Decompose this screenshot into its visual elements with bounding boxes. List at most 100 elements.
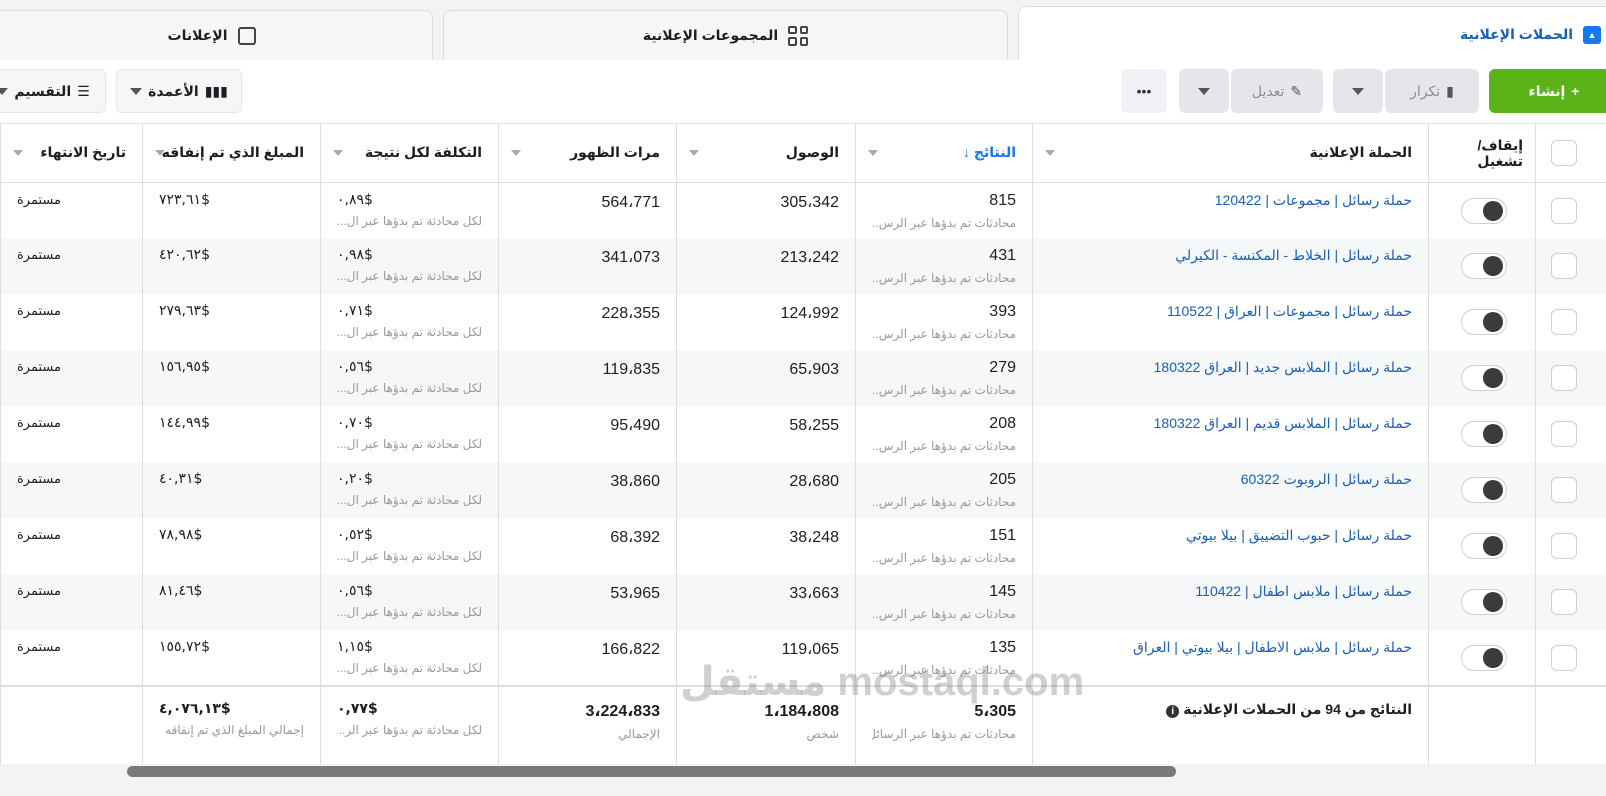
tab-adsets[interactable]: المجموعات الإعلانية	[443, 10, 1008, 60]
row-checkbox[interactable]	[1550, 477, 1577, 503]
spent-value: ١٥٦,٩٥$	[159, 359, 210, 375]
edit-button[interactable]: ✎ تعديل	[1231, 69, 1323, 113]
campaign-toggle[interactable]	[1461, 421, 1507, 447]
campaign-toggle[interactable]	[1461, 645, 1507, 671]
row-checkbox[interactable]	[1550, 197, 1577, 224]
campaign-link[interactable]: حملة رسائل | الملابس قديم | العراق 18032…	[1153, 415, 1412, 431]
campaign-folder-icon: ▲	[1583, 25, 1601, 44]
campaign-link[interactable]: حملة رسائل | الروبوت 60322	[1240, 471, 1412, 487]
totals-spent: ٤,٠٧٦,١٣$ إجمالي المبلغ الذي تم إنفاقه	[142, 685, 321, 764]
duplicate-dropdown[interactable]	[1333, 69, 1383, 113]
campaign-link[interactable]: حملة رسائل | مجموعات | العراق | 110522	[1166, 303, 1412, 319]
cost-sub: لكل محادثة تم بدؤها عبر ال...	[337, 269, 482, 283]
campaign-link[interactable]: حملة رسائل | مجموعات | 120422	[1214, 191, 1412, 208]
duplicate-button[interactable]: ▮ تكرار	[1385, 69, 1479, 113]
totals-label: النتائج من 94 من الحملات الإعلانية	[1183, 701, 1412, 717]
header-campaign[interactable]: الحملة الإعلانية	[1032, 124, 1429, 183]
cost-cell: ١,١٥$ لكل محادثة تم بدؤها عبر ال...	[320, 630, 499, 686]
campaign-name-cell: حملة رسائل | حبوب التضييق | بيلا بيوتي	[1032, 518, 1429, 574]
create-button[interactable]: + إنشاء	[1489, 69, 1606, 113]
campaign-link[interactable]: حملة رسائل | الملابس جديد | العراق 18032…	[1153, 359, 1412, 375]
row-checkbox[interactable]	[1550, 421, 1577, 447]
row-select-cell	[1535, 182, 1606, 238]
select-all-checkbox[interactable]	[1550, 139, 1577, 166]
results-sub: محادثات تم بدؤها عبر الرس...	[872, 383, 1016, 397]
campaign-toggle[interactable]	[1461, 197, 1507, 224]
campaign-link[interactable]: حملة رسائل | حبوب التضييق | بيلا بيوتي	[1186, 527, 1412, 543]
header-spent[interactable]: المبلغ الذي تم إنفاقه	[142, 124, 321, 183]
toolbar: + إنشاء ▮ تكرار ✎ تعديل ••• ▮▮▮ الأعمدة ☰ الت…	[0, 60, 1606, 124]
results-value: 135	[989, 639, 1016, 656]
duplicate-label: تكرار	[1410, 82, 1441, 99]
header-results[interactable]: النتائج ↓	[855, 124, 1033, 183]
row-checkbox[interactable]	[1550, 645, 1577, 671]
row-checkbox[interactable]	[1550, 365, 1577, 391]
row-checkbox[interactable]	[1550, 253, 1577, 279]
results-value: 815	[989, 191, 1016, 209]
caret-down-icon	[155, 150, 165, 156]
results-cell: 431 محادثات تم بدؤها عبر الرس...	[855, 238, 1033, 294]
row-checkbox[interactable]	[1550, 589, 1577, 615]
totals-results-sub: محادثات تم بدؤها عبر الرسائل	[872, 727, 1016, 741]
cost-cell: ٠,٥٦$ لكل محادثة تم بدؤها عبر ال...	[320, 574, 499, 630]
tab-label: الإعلانات	[167, 27, 228, 43]
end-cell: مستمرة	[0, 182, 143, 238]
end-cell: مستمرة	[0, 518, 143, 574]
campaign-toggle[interactable]	[1461, 477, 1507, 503]
select-all-header[interactable]	[1535, 124, 1606, 183]
toggle-cell	[1428, 294, 1536, 350]
campaign-link[interactable]: حملة رسائل | ملابس اطفال | 110422	[1195, 583, 1412, 599]
spent-value: ٨١,٤٦$	[159, 583, 203, 599]
row-checkbox[interactable]	[1550, 533, 1577, 559]
campaign-toggle[interactable]	[1461, 365, 1507, 391]
toggle-cell	[1428, 518, 1536, 574]
header-impressions[interactable]: مرات الظهور	[498, 124, 677, 183]
results-cell: 145 محادثات تم بدؤها عبر الرس...	[855, 574, 1033, 630]
more-icon: •••	[1136, 83, 1152, 99]
results-sub: محادثات تم بدؤها عبر الرس...	[872, 663, 1016, 677]
spent-cell: ٢٧٩,٦٣$	[142, 294, 321, 350]
cost-cell: ٠,٥٢$ لكل محادثة تم بدؤها عبر ال...	[320, 518, 499, 574]
table-row: حملة رسائل | الخلاط - المكنسة - الكيرلي …	[0, 238, 1606, 294]
row-select-cell	[1535, 406, 1606, 462]
campaign-toggle[interactable]	[1461, 309, 1507, 335]
cost-sub: لكل محادثة تم بدؤها عبر ال...	[337, 549, 482, 563]
campaign-toggle[interactable]	[1461, 589, 1507, 615]
header-cost[interactable]: التكلفة لكل نتيجة	[320, 124, 499, 183]
breakdown-button[interactable]: ☰ التقسيم	[0, 69, 106, 113]
toggle-cell	[1428, 182, 1536, 238]
end-value: مستمرة	[17, 191, 61, 207]
results-sub: محادثات تم بدؤها عبر الرس...	[872, 439, 1016, 453]
header-end[interactable]: تاريخ الانتهاء	[0, 124, 143, 183]
info-icon[interactable]: i	[1166, 705, 1180, 718]
header-reach[interactable]: الوصول	[676, 124, 856, 183]
reach-cell: 213،242	[676, 238, 856, 294]
level-tabs: ▲ الحملات الإعلانية المجموعات الإعلانية …	[0, 0, 1606, 62]
more-button[interactable]: •••	[1121, 69, 1167, 113]
reach-value: 38،248	[789, 529, 839, 546]
tab-campaigns[interactable]: ▲ الحملات الإعلانية	[1018, 6, 1606, 62]
campaign-toggle[interactable]	[1461, 533, 1507, 559]
tab-ads[interactable]: الإعلانات	[0, 10, 433, 60]
edit-dropdown[interactable]	[1179, 69, 1229, 113]
results-sub: محادثات تم بدؤها عبر الرس...	[872, 215, 1016, 230]
row-checkbox[interactable]	[1550, 309, 1577, 335]
foot-empty	[1428, 685, 1536, 764]
tab-label: المجموعات الإعلانية	[642, 27, 779, 43]
toggle-cell	[1428, 574, 1536, 630]
spent-cell: ١٥٦,٩٥$	[142, 350, 321, 406]
header-toggle: إيقاف/ تشغيل	[1428, 124, 1536, 183]
campaign-link[interactable]: حملة رسائل | ملابس الاطفال | بيلا بيوتي …	[1133, 639, 1412, 655]
campaign-toggle[interactable]	[1461, 253, 1507, 279]
columns-button[interactable]: ▮▮▮ الأعمدة	[116, 69, 242, 113]
horizontal-scrollbar[interactable]	[127, 766, 1176, 777]
toggle-cell	[1428, 350, 1536, 406]
campaign-link[interactable]: حملة رسائل | الخلاط - المكنسة - الكيرلي	[1175, 247, 1412, 263]
campaign-name-cell: حملة رسائل | الملابس قديم | العراق 18032…	[1032, 406, 1429, 462]
header-label: تاريخ الانتهاء	[40, 144, 126, 161]
reach-value: 124،992	[780, 305, 839, 322]
header-label: المبلغ الذي تم إنفاقه	[161, 144, 304, 161]
reach-value: 213،242	[780, 249, 839, 266]
end-cell: مستمرة	[0, 238, 143, 294]
totals-impressions: 3،224،833 الإجمالي	[498, 685, 677, 764]
